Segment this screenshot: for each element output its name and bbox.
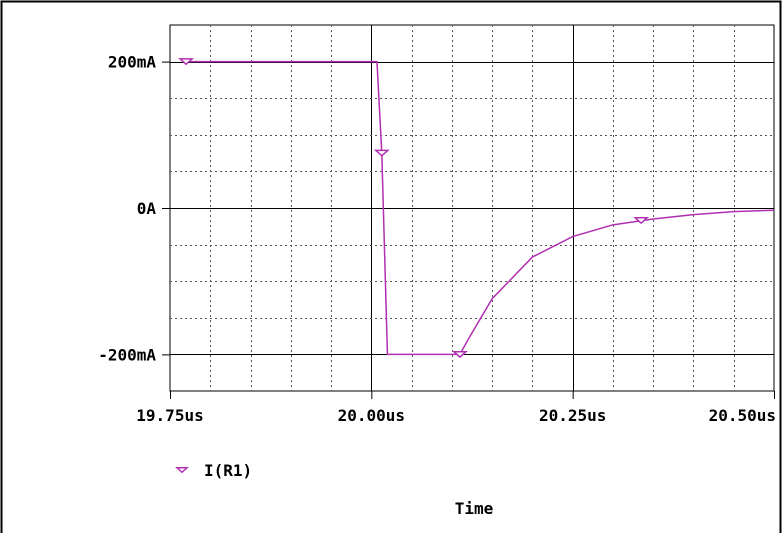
- series-layer: [178, 58, 775, 359]
- series-line: [186, 60, 775, 356]
- series-marker: [178, 58, 195, 66]
- series-marker: [633, 216, 650, 225]
- y-axis-ticks: 200mA 0A -200mA: [98, 53, 170, 364]
- legend-marker-icon: [175, 467, 189, 474]
- x-tick-label: 19.75us: [136, 406, 203, 425]
- x-tick-label: 20.50us: [709, 406, 776, 425]
- series-marker: [373, 149, 390, 157]
- x-tick-label: 20.25us: [539, 406, 606, 425]
- y-tick-label: -200mA: [98, 345, 156, 364]
- legend-label: I(R1): [204, 461, 252, 480]
- legend: I(R1): [175, 461, 252, 480]
- grid: [170, 25, 774, 391]
- legend-triangle-icon: [175, 467, 189, 474]
- x-axis-ticks: 19.75us 20.00us 20.25us 20.50us: [136, 391, 776, 425]
- y-tick-label: 200mA: [108, 53, 157, 72]
- x-axis-title: Time: [455, 499, 494, 518]
- series-marker: [451, 350, 468, 359]
- x-tick-label: 20.00us: [338, 406, 405, 425]
- y-tick-label: 0A: [137, 199, 157, 218]
